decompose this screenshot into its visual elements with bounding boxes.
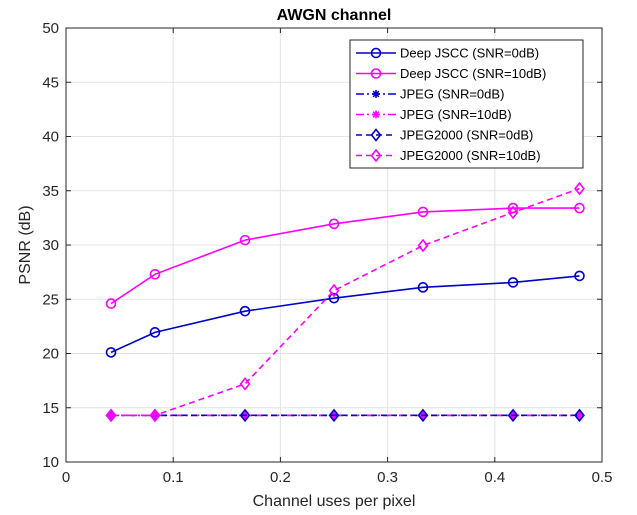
legend-entry: JPEG (SNR=0dB) — [356, 87, 504, 102]
legend-label: Deep JSCC (SNR=10dB) — [400, 66, 546, 81]
series-1 — [105, 270, 585, 358]
legend-label: JPEG2000 (SNR=10dB) — [400, 148, 541, 163]
x-tick-label: 0.1 — [163, 469, 184, 486]
data-point-diamond — [239, 377, 251, 391]
data-point-diamond — [417, 408, 429, 423]
data-point-circle — [417, 206, 429, 218]
legend-entry: Deep JSCC (SNR=10dB) — [356, 66, 546, 81]
legend-entry: JPEG2000 (SNR=0dB) — [356, 128, 533, 143]
y-tick-label: 20 — [42, 346, 59, 363]
data-point-circle — [105, 298, 117, 309]
axis-ticks: 0 0.1 0.2 0.3 0.4 0.5 10 15 20 25 30 35 40 45 50 — [42, 20, 612, 486]
series-layer — [105, 181, 585, 423]
y-tick-label: 30 — [42, 237, 59, 254]
x-axis-label: Channel uses per pixel — [253, 493, 416, 510]
y-tick-label: 40 — [42, 129, 59, 146]
series-line — [111, 187, 580, 417]
series-6 — [105, 181, 585, 423]
data-point-circle — [370, 68, 382, 79]
data-point-diamond — [105, 408, 117, 423]
y-tick-label: 45 — [42, 74, 59, 91]
legend-box — [349, 39, 584, 169]
x-tick-label: 0.2 — [270, 469, 291, 486]
data-point-circle — [105, 347, 117, 358]
data-point-diamond — [370, 148, 382, 163]
chart-title: AWGN channel — [277, 7, 392, 24]
y-tick-label: 50 — [42, 20, 59, 37]
data-point-diamond — [149, 408, 161, 423]
legend-label: Deep JSCC (SNR=0dB) — [400, 46, 539, 61]
data-point-circle — [370, 47, 382, 59]
legend-label: JPEG (SNR=10dB) — [400, 107, 512, 122]
gridlines — [66, 28, 602, 462]
data-point-diamond — [370, 128, 382, 142]
series-line — [110, 275, 580, 354]
y-tick-label: 15 — [42, 400, 59, 417]
data-point-diamond — [574, 408, 585, 423]
data-point-circle — [574, 202, 585, 214]
data-point-diamond — [507, 205, 519, 220]
data-point-circle — [149, 327, 161, 338]
data-point-star — [372, 110, 380, 119]
data-point-circle — [328, 218, 340, 230]
data-point-diamond — [417, 238, 429, 253]
legend-entry: JPEG2000 (SNR=10dB) — [356, 148, 541, 163]
data-point-diamond — [328, 408, 340, 423]
data-point-circle — [149, 268, 161, 280]
y-axis-label: PSNR (dB) — [17, 205, 34, 284]
data-point-diamond — [239, 408, 251, 423]
legend-label: JPEG2000 (SNR=0dB) — [400, 128, 533, 143]
legend-entry: JPEG (SNR=10dB) — [356, 107, 512, 122]
data-point-circle — [417, 282, 429, 293]
data-point-diamond — [328, 283, 340, 298]
data-point-circle — [328, 292, 340, 304]
y-tick-label: 10 — [42, 454, 59, 471]
y-tick-label: 35 — [42, 183, 59, 200]
legend: Deep JSCC (SNR=0dB) Deep JSCC (SNR=10dB) J… — [349, 39, 584, 169]
data-point-circle — [574, 270, 585, 282]
x-tick-label: 0.5 — [592, 469, 613, 486]
data-point-circle — [507, 277, 519, 288]
y-tick-label: 25 — [42, 291, 59, 308]
data-point-diamond — [507, 408, 519, 423]
x-tick-label: 0 — [62, 469, 70, 486]
data-point-circle — [239, 305, 251, 317]
data-point-star — [372, 90, 380, 98]
x-tick-label: 0.4 — [484, 469, 505, 486]
data-point-circle — [239, 234, 251, 246]
legend-entry: Deep JSCC (SNR=0dB) — [356, 46, 539, 61]
legend-label: JPEG (SNR=0dB) — [400, 87, 504, 102]
data-point-diamond — [574, 181, 585, 196]
x-tick-label: 0.3 — [377, 469, 398, 486]
